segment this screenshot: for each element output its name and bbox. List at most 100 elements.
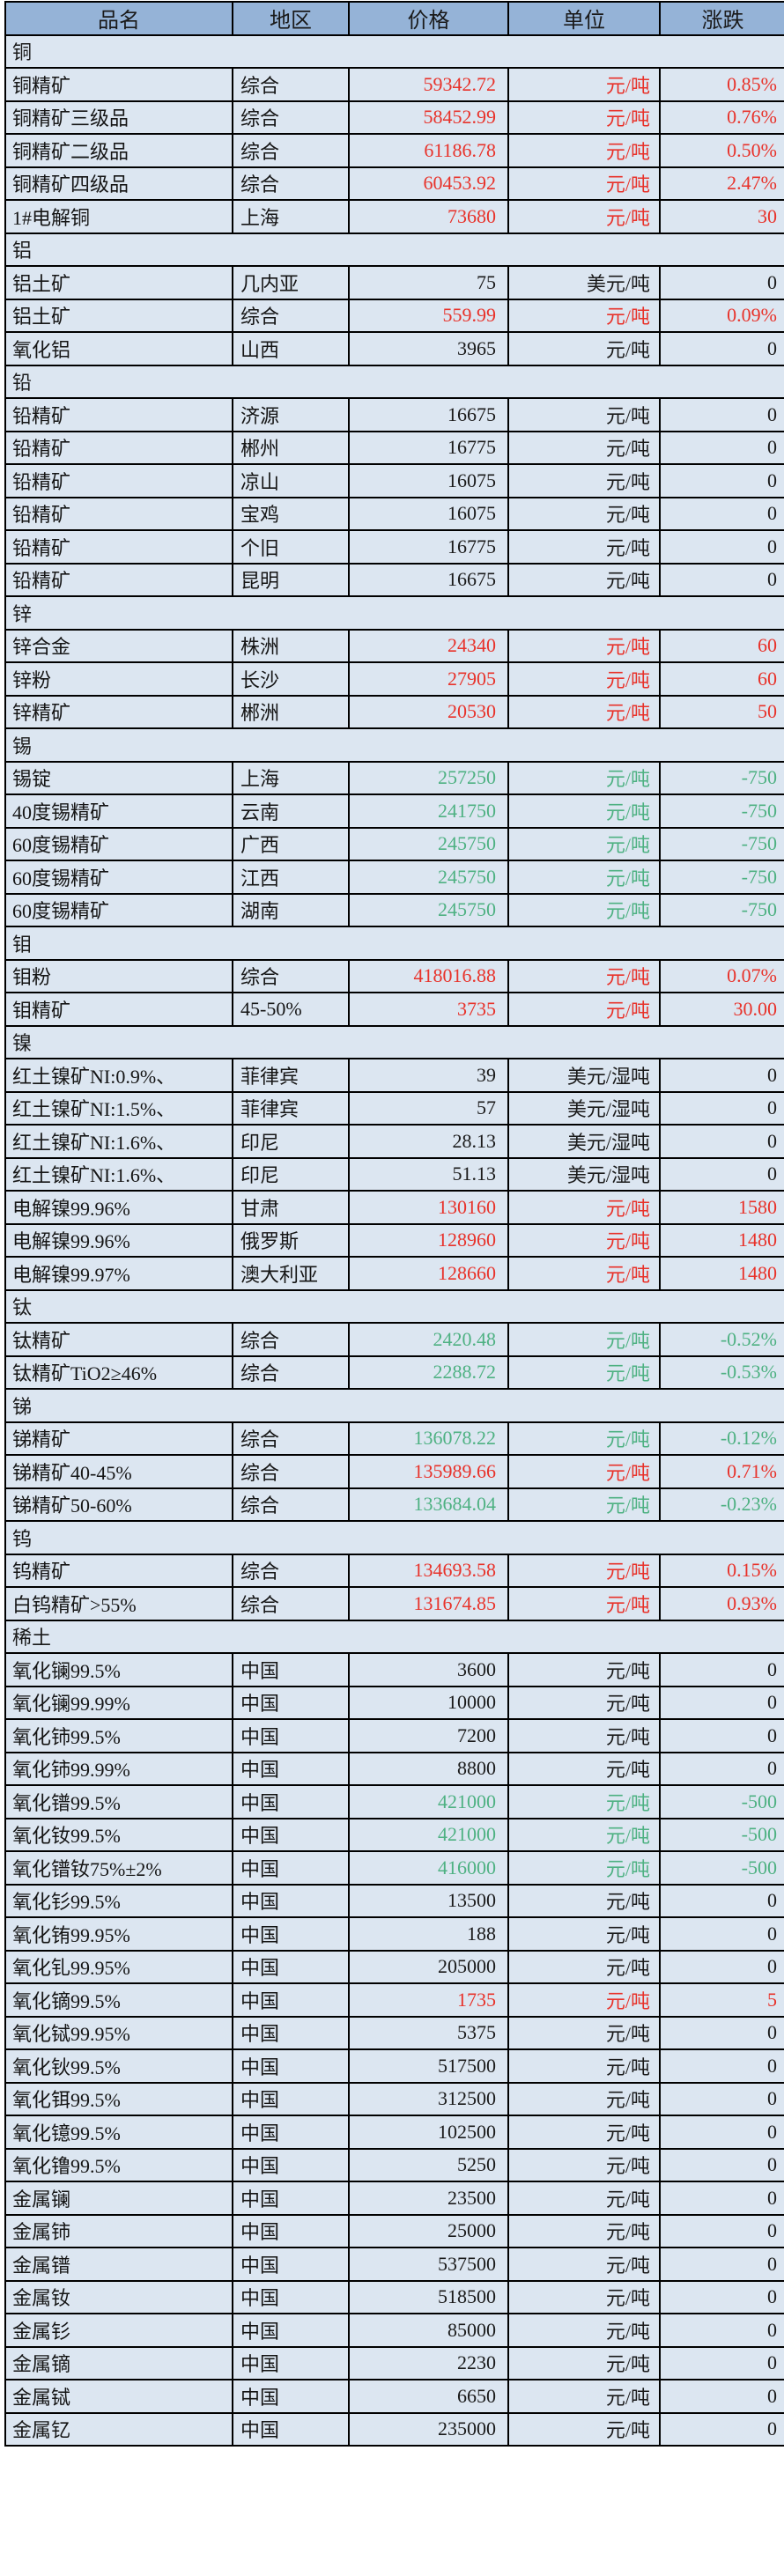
cell-change: -500	[659, 1850, 784, 1886]
cell-unit: 元/吨	[507, 166, 661, 201]
table-row: 电解镍99.97% 澳大利亚 128660 元/吨 1480	[4, 1256, 784, 1291]
cell-unit: 元/吨	[507, 1718, 661, 1753]
cell-name: 60度锡精矿	[4, 892, 233, 927]
cell-change: -750	[659, 760, 784, 795]
cell-change: 0	[659, 397, 784, 432]
cell-region: 中国	[232, 2247, 350, 2282]
cell-region: 云南	[232, 793, 350, 829]
cell-name: 氧化镝99.5%	[4, 1982, 233, 2018]
cell-name: 氧化镱99.5%	[4, 2115, 233, 2150]
cell-region: 印尼	[232, 1124, 350, 1159]
cell-region: 俄罗斯	[232, 1222, 350, 1258]
metal-price-table: 品名 地区 价格 单位 涨跌 铜铜精矿 综合 59342.72 元/吨 0.85% 铜精矿…	[4, 1, 784, 2447]
table-row: 氧化铕99.95% 中国 188 元/吨 0	[4, 1916, 784, 1952]
cell-price: 16775	[348, 430, 509, 465]
cell-price: 13500	[348, 1883, 509, 1918]
cell-region: 凉山	[232, 463, 350, 498]
cell-region: 澳大利亚	[232, 1256, 350, 1291]
cell-unit: 元/吨	[507, 760, 661, 795]
table-row: 氧化镱99.5% 中国 102500 元/吨 0	[4, 2115, 784, 2150]
cell-region: 广西	[232, 826, 350, 861]
cell-change: 0	[659, 1949, 784, 1984]
cell-region: 中国	[232, 2411, 350, 2447]
table-row: 钨精矿 综合 134693.58 元/吨 0.15%	[4, 1553, 784, 1588]
cell-price: 75	[348, 265, 509, 300]
cell-region: 中国	[232, 1718, 350, 1753]
cell-change: 0.71%	[659, 1454, 784, 1489]
cell-price: 1735	[348, 1982, 509, 2018]
cell-unit: 元/吨	[507, 529, 661, 565]
cell-unit: 元/吨	[507, 1190, 661, 1225]
cell-change: 1480	[659, 1256, 784, 1291]
cell-name: 氧化铈99.99%	[4, 1751, 233, 1786]
table-row: 铜精矿四级品 综合 60453.92 元/吨 2.47%	[4, 166, 784, 201]
cell-change: 0	[659, 1751, 784, 1786]
cell-name: 氧化铽99.95%	[4, 2015, 233, 2050]
cell-price: 85000	[348, 2313, 509, 2348]
cell-region: 中国	[232, 1784, 350, 1819]
cell-name: 氧化铕99.95%	[4, 1916, 233, 1952]
cell-name: 钼粉	[4, 958, 233, 993]
cell-region: 中国	[232, 2115, 350, 2150]
cell-region: 长沙	[232, 661, 350, 697]
cell-change: 0	[659, 1090, 784, 1126]
table-row: 氧化铝 山西 3965 元/吨 0	[4, 331, 784, 366]
cell-unit: 元/吨	[507, 1256, 661, 1291]
cell-change: 0	[659, 496, 784, 531]
table-row: 氧化镧99.99% 中国 10000 元/吨 0	[4, 1685, 784, 1720]
cell-unit: 元/吨	[507, 2015, 661, 2050]
cell-change: 1580	[659, 1190, 784, 1225]
cell-name: 金属镨	[4, 2247, 233, 2282]
cell-price: 312500	[348, 2081, 509, 2116]
cell-region: 中国	[232, 2379, 350, 2414]
cell-price: 20530	[348, 694, 509, 729]
cell-price: 131674.85	[348, 1586, 509, 1621]
cell-change: 0	[659, 1058, 784, 1093]
cell-unit: 元/吨	[507, 463, 661, 498]
cell-region: 综合	[232, 1421, 350, 1456]
cell-name: 钛精矿	[4, 1322, 233, 1357]
table-row: 铅精矿 郴州 16775 元/吨 0	[4, 430, 784, 465]
table-row: 氧化镨99.5% 中国 421000 元/吨 -500	[4, 1784, 784, 1819]
cell-name: 红土镍矿NI:1.6%、	[4, 1124, 233, 1159]
cell-change: 0.50%	[659, 133, 784, 168]
table-row: 铜精矿 综合 59342.72 元/吨 0.85%	[4, 67, 784, 102]
cell-price: 418016.88	[348, 958, 509, 993]
cell-unit: 元/吨	[507, 2115, 661, 2150]
cell-change: -0.12%	[659, 1421, 784, 1456]
cell-region: 综合	[232, 133, 350, 168]
cell-name: 锌精矿	[4, 694, 233, 729]
table-row: 钛精矿TiO2≥46% 综合 2288.72 元/吨 -0.53%	[4, 1354, 784, 1390]
cell-price: 2288.72	[348, 1354, 509, 1390]
cell-price: 2420.48	[348, 1322, 509, 1357]
cell-name: 金属铈	[4, 2213, 233, 2248]
cell-name: 氧化镧99.99%	[4, 1685, 233, 1720]
col-header-region: 地区	[232, 1, 350, 36]
table-row: 钼粉 综合 418016.88 元/吨 0.07%	[4, 958, 784, 993]
cell-name: 金属镝	[4, 2345, 233, 2380]
cell-region: 综合	[232, 1487, 350, 1522]
table-row: 金属钐 中国 85000 元/吨 0	[4, 2313, 784, 2348]
cell-region: 株洲	[232, 628, 350, 663]
cell-price: 2230	[348, 2345, 509, 2380]
cell-change: 30	[659, 199, 784, 234]
cell-price: 7200	[348, 1718, 509, 1753]
cell-unit: 元/吨	[507, 1817, 661, 1852]
cell-price: 16675	[348, 562, 509, 597]
cell-price: 24340	[348, 628, 509, 663]
cell-price: 28.13	[348, 1124, 509, 1159]
table-row: 金属钇 中国 235000 元/吨 0	[4, 2411, 784, 2447]
cell-price: 205000	[348, 1949, 509, 1984]
cell-change: 2.47%	[659, 166, 784, 201]
cell-unit: 元/吨	[507, 793, 661, 829]
cell-unit: 元/吨	[507, 331, 661, 366]
cell-unit: 元/吨	[507, 133, 661, 168]
section-title: 铝	[4, 232, 784, 267]
cell-price: 130160	[348, 1190, 509, 1225]
cell-change: 0	[659, 2379, 784, 2414]
cell-unit: 元/吨	[507, 1949, 661, 1984]
cell-change: 0	[659, 2345, 784, 2380]
cell-region: 甘肃	[232, 1190, 350, 1225]
cell-change: 0.07%	[659, 958, 784, 993]
cell-change: -0.23%	[659, 1487, 784, 1522]
